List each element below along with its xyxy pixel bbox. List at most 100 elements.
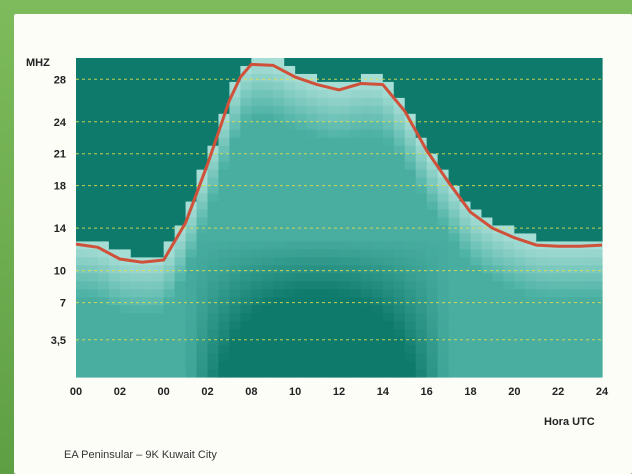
heatmap-cell xyxy=(262,137,274,147)
heatmap-cell xyxy=(163,97,176,107)
heatmap-cell xyxy=(547,321,559,330)
heatmap-cell xyxy=(415,217,428,227)
heatmap-cell xyxy=(481,337,494,346)
heatmap-cell xyxy=(76,369,88,378)
heatmap-cell xyxy=(76,169,88,179)
heatmap-cell xyxy=(349,89,362,99)
heatmap-cell xyxy=(295,321,307,330)
heatmap-cell xyxy=(262,361,274,370)
heatmap-cell xyxy=(339,273,351,282)
heatmap-cell xyxy=(470,73,483,83)
heatmap-cell xyxy=(108,169,121,179)
heatmap-cell xyxy=(525,105,537,115)
heatmap-cell xyxy=(174,89,187,99)
heatmap-cell xyxy=(97,153,110,163)
heatmap-cell xyxy=(514,353,526,362)
heatmap-cell xyxy=(163,369,176,378)
heatmap-cell xyxy=(306,265,318,274)
heatmap-cell xyxy=(393,145,406,155)
x-tick-label: 08 xyxy=(245,386,257,398)
heatmap-cell xyxy=(339,169,351,179)
heatmap-cell xyxy=(229,137,241,147)
heatmap-cell xyxy=(251,185,263,195)
heatmap-cell xyxy=(547,137,559,147)
heatmap-cell xyxy=(295,177,307,187)
heatmap-cell xyxy=(360,321,373,330)
heatmap-cell xyxy=(196,305,209,314)
heatmap-cell xyxy=(306,201,318,211)
heatmap-cell xyxy=(262,281,274,290)
heatmap-cell xyxy=(185,329,198,338)
heatmap-cell xyxy=(284,289,296,298)
heatmap-cell xyxy=(108,97,121,107)
heatmap-cell xyxy=(185,281,198,290)
heatmap-cell xyxy=(503,321,515,330)
heatmap-cell xyxy=(360,361,373,370)
heatmap-cell xyxy=(284,217,296,227)
heatmap-cell xyxy=(349,265,362,274)
heatmap-cell xyxy=(470,289,483,298)
heatmap-cell xyxy=(97,185,110,195)
heatmap-cell xyxy=(119,273,132,282)
heatmap-cell xyxy=(273,65,285,75)
heatmap-cell xyxy=(141,97,154,107)
heatmap-cell xyxy=(251,193,263,203)
heatmap-cell xyxy=(426,273,439,282)
heatmap-cell xyxy=(152,58,165,67)
heatmap-cell xyxy=(251,313,263,322)
heatmap-cell xyxy=(547,121,559,131)
heatmap-cell xyxy=(108,89,121,99)
heatmap-cell xyxy=(459,209,472,219)
heatmap-cell xyxy=(207,257,220,266)
heatmap-cell xyxy=(415,361,428,370)
heatmap-cell xyxy=(415,209,428,219)
heatmap-cell xyxy=(448,361,461,370)
heatmap-cell xyxy=(503,73,515,83)
heatmap-cell xyxy=(306,97,318,107)
heatmap-cell xyxy=(306,73,318,83)
heatmap-cell xyxy=(97,137,110,147)
heatmap-cell xyxy=(448,233,461,243)
heatmap-cell xyxy=(569,97,581,107)
heatmap-cell xyxy=(349,121,362,131)
heatmap-cell xyxy=(207,129,220,139)
heatmap-cell xyxy=(382,241,395,250)
heatmap-cell xyxy=(382,113,395,123)
heatmap-cell xyxy=(207,201,220,211)
heatmap-cell xyxy=(207,369,220,378)
heatmap-cell xyxy=(437,113,450,123)
heatmap-cell xyxy=(514,89,526,99)
heatmap-cell xyxy=(580,337,592,346)
heatmap-cell xyxy=(360,105,373,115)
heatmap-cell xyxy=(437,137,450,147)
heatmap-cell xyxy=(349,233,362,243)
heatmap-cell xyxy=(558,369,570,378)
heatmap-cell xyxy=(492,353,504,362)
heatmap-cell xyxy=(448,177,461,187)
heatmap-cell xyxy=(470,209,483,219)
heatmap-cell xyxy=(426,281,439,290)
gridlines xyxy=(76,78,602,341)
heatmap-cell xyxy=(470,281,483,290)
heatmap-cell xyxy=(426,113,439,123)
heatmap-cell xyxy=(317,137,329,147)
heatmap-cell xyxy=(558,169,570,179)
heatmap-cell xyxy=(76,337,88,346)
heatmap-cell xyxy=(196,129,209,139)
heatmap-cell xyxy=(569,337,581,346)
heatmap-cell xyxy=(437,369,450,378)
heatmap-cell xyxy=(349,345,362,354)
heatmap-cell xyxy=(481,369,494,378)
heatmap-cell xyxy=(97,257,110,266)
heatmap-cell xyxy=(492,65,504,75)
heatmap-cell xyxy=(470,185,483,195)
heatmap-cell xyxy=(108,193,121,203)
heatmap-cell xyxy=(459,177,472,187)
heatmap-cell xyxy=(360,121,373,131)
heatmap-cell xyxy=(591,177,603,187)
heatmap-cell xyxy=(591,217,603,227)
heatmap-cell xyxy=(76,161,88,171)
heatmap-cell xyxy=(349,361,362,370)
heatmap-cell xyxy=(514,305,526,314)
heatmap-cell xyxy=(76,137,88,147)
